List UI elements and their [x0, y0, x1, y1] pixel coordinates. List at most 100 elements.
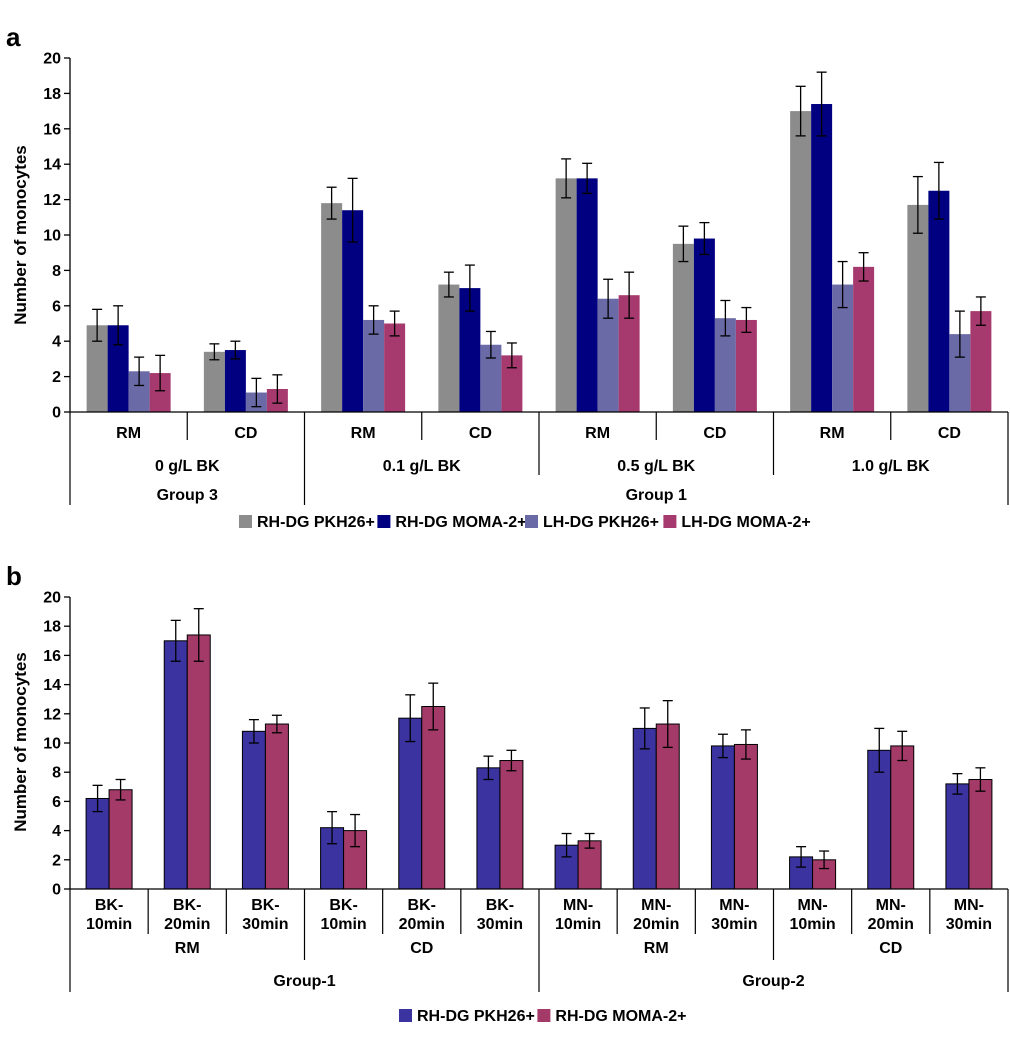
panel-a-y-axis-label: Number of monocytes — [11, 145, 30, 324]
a-bar — [714, 318, 736, 412]
a-group-label: Group 1 — [626, 487, 687, 504]
b-bar — [945, 783, 970, 890]
a-bar — [672, 243, 694, 412]
b-subgroup-label: RM — [175, 940, 200, 957]
b-subgroup-label: RM — [644, 940, 669, 957]
a-bar — [149, 373, 171, 412]
b-category-label: 20min — [164, 916, 210, 933]
b-bar — [264, 723, 289, 890]
b-category-label: 30min — [242, 916, 288, 933]
a-y-tick-label: 10 — [43, 228, 61, 245]
b-legend: RH-DG PKH26+ RH-DG MOMA-2+ — [399, 1008, 687, 1025]
b-bar — [655, 723, 680, 890]
b-bar — [499, 760, 524, 890]
b-category-label: BK- — [95, 897, 123, 914]
a-group-label: Group 3 — [157, 487, 218, 504]
b-bar — [710, 745, 735, 890]
a-y-tick-label: 2 — [52, 369, 61, 386]
a-legend-label: RH-DG PKH26+ — [257, 514, 375, 531]
a-y-tick-label: 4 — [52, 334, 61, 351]
b-bar — [733, 743, 758, 890]
b-y-tick-label: 6 — [52, 794, 61, 811]
b-y-tick-label: 20 — [43, 590, 61, 607]
b-bar — [968, 779, 993, 890]
a-legend-label: RH-DG MOMA-2+ — [395, 514, 526, 531]
b-legend-swatch — [537, 1009, 551, 1022]
b-category-label: BK- — [486, 897, 514, 914]
a-category-label: CD — [469, 425, 492, 442]
b-bar — [476, 767, 501, 890]
a-subgroup-label: 1.0 g/L BK — [852, 458, 930, 475]
b-category-label: MN- — [719, 897, 749, 914]
b-category-label: MN- — [954, 897, 984, 914]
a-y-tick-label: 20 — [43, 51, 61, 68]
a-category-label: RM — [351, 425, 376, 442]
b-category-label: BK- — [251, 897, 279, 914]
a-bar — [203, 351, 225, 412]
a-bar — [459, 288, 481, 412]
a-y-tick-label: 0 — [52, 405, 61, 422]
a-bar — [832, 284, 854, 412]
b-y-tick-label: 18 — [43, 619, 61, 636]
a-subgroup-label: 0 g/L BK — [155, 458, 220, 475]
a-legend-swatch — [663, 515, 677, 528]
b-bar — [421, 706, 446, 890]
b-category-label: MN- — [641, 897, 671, 914]
panel-a-chart: 0 2 4 6 8 10 12 14 16 18 20 RM CD RM CD RM CD RM CD 0 g/L B… — [43, 51, 1009, 531]
b-y-tick-label: 2 — [52, 852, 61, 869]
a-subgroup-label: 0.5 g/L BK — [617, 458, 695, 475]
a-bar — [811, 104, 833, 413]
b-subgroup-label: CD — [410, 940, 433, 957]
b-y-tick-label: 14 — [43, 677, 61, 694]
a-bar — [853, 266, 875, 412]
panel-a-letter: a — [6, 22, 21, 52]
b-legend-swatch — [399, 1009, 412, 1022]
a-legend: RH-DG PKH26+ RH-DG MOMA-2+ LH-DG PKH26+ LH-… — [239, 514, 811, 531]
a-bar — [597, 298, 619, 412]
panel-b-y-axis-label: Number of monocytes — [11, 652, 30, 831]
a-bar — [384, 323, 406, 412]
a-bar — [480, 344, 502, 412]
a-bar — [618, 295, 640, 412]
b-y-tick-label: 12 — [43, 706, 61, 723]
b-category-label: 30min — [477, 916, 523, 933]
b-y-tick-label: 4 — [52, 823, 61, 840]
a-bar — [735, 319, 757, 412]
b-category-label: BK- — [408, 897, 436, 914]
a-bar — [342, 210, 364, 412]
a-bar — [693, 238, 715, 412]
a-y-tick-label: 8 — [52, 263, 61, 280]
b-y-tick-label: 0 — [52, 882, 61, 899]
b-category-label: MN- — [876, 897, 906, 914]
b-category-label: MN- — [797, 897, 827, 914]
b-category-label: 20min — [868, 916, 914, 933]
b-category-label: BK- — [173, 897, 201, 914]
a-category-label: RM — [116, 425, 141, 442]
a-y-tick-label: 18 — [43, 86, 61, 103]
a-bar — [107, 325, 129, 412]
b-group-label: Group-2 — [742, 973, 804, 990]
b-category-label: 10min — [555, 916, 601, 933]
b-y-tick-label: 10 — [43, 736, 61, 753]
a-bar — [321, 203, 343, 412]
a-y-tick-label: 6 — [52, 298, 61, 315]
a-y-tick-label: 14 — [43, 157, 61, 174]
a-legend-swatch — [239, 515, 252, 528]
a-bar — [501, 355, 523, 412]
a-bar — [928, 190, 950, 412]
b-category-label: 30min — [946, 916, 992, 933]
b-legend-label: RH-DG MOMA-2+ — [555, 1008, 686, 1025]
a-category-label: CD — [938, 425, 961, 442]
a-category-label: CD — [234, 425, 257, 442]
a-legend-label: LH-DG PKH26+ — [543, 514, 659, 531]
b-category-label: 10min — [789, 916, 835, 933]
a-bar — [224, 350, 246, 412]
b-bar — [108, 789, 133, 890]
b-bar — [186, 634, 211, 890]
a-y-tick-label: 16 — [43, 121, 61, 138]
b-subgroup-label: CD — [879, 940, 902, 957]
a-bar — [363, 319, 385, 412]
b-category-label: 30min — [711, 916, 757, 933]
b-category-label: 20min — [633, 916, 679, 933]
a-category-label: RM — [820, 425, 845, 442]
